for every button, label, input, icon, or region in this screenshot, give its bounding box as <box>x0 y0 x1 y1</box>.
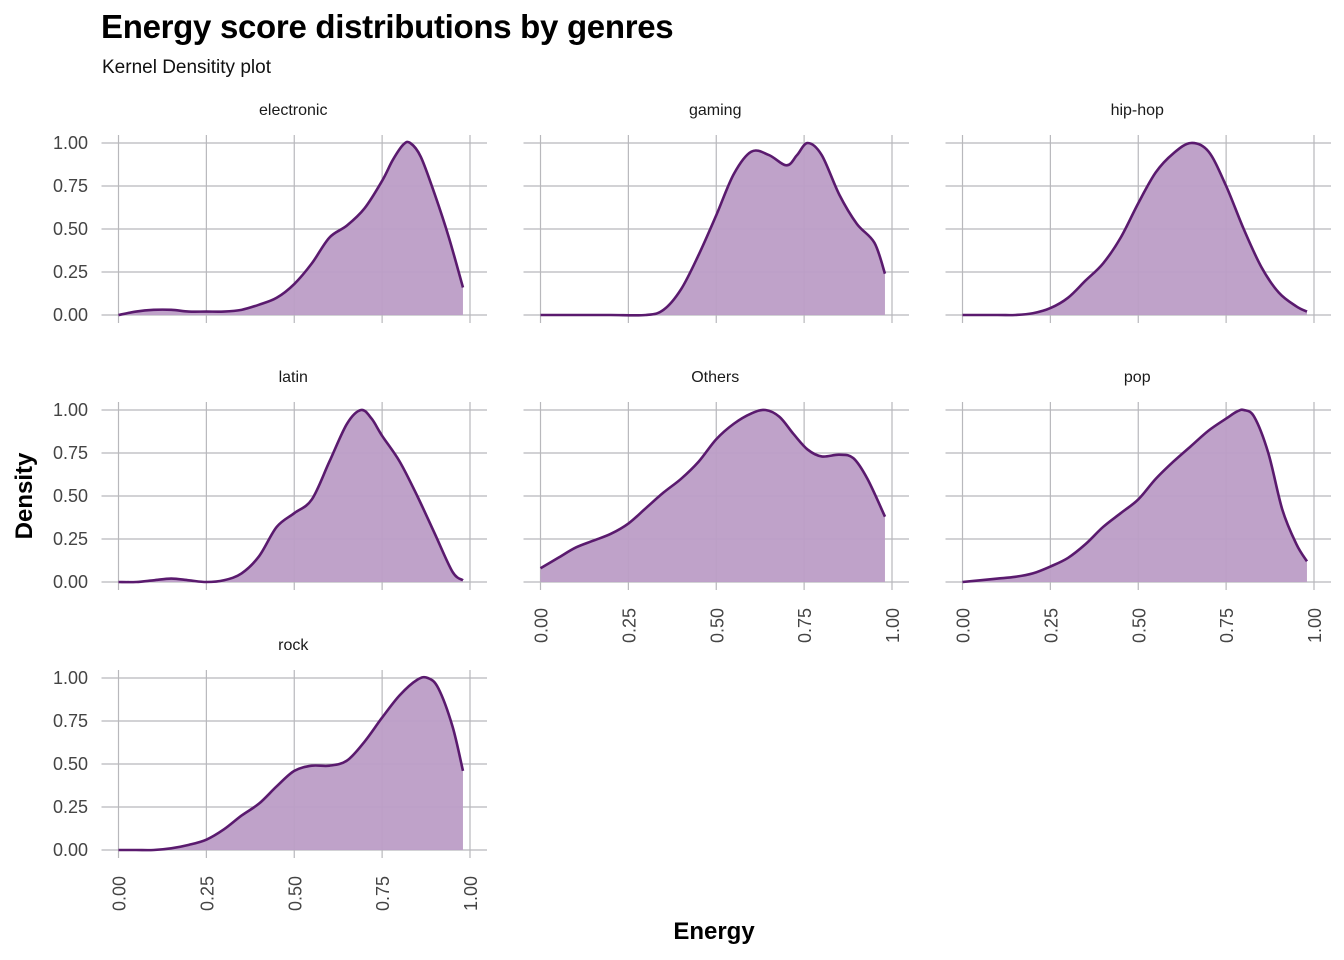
chart-title: Energy score distributions by genres <box>101 8 674 45</box>
y-tick-label: 0.00 <box>53 840 88 860</box>
chart-subtitle: Kernel Densitity plot <box>102 57 271 78</box>
density-area-hip-hop <box>962 142 1307 316</box>
facet-label-Others: Others <box>691 369 739 386</box>
facet-label-pop: pop <box>1124 369 1151 386</box>
x-axis-title: Energy <box>673 918 755 945</box>
y-tick-label: 0.00 <box>53 572 88 592</box>
x-tick-label: 0.75 <box>373 876 393 911</box>
y-axis-title: Density <box>11 452 38 539</box>
y-tick-label: 1.00 <box>53 400 88 420</box>
x-tick-label: 0.00 <box>954 608 974 643</box>
x-tick-label: 0.75 <box>795 608 815 643</box>
density-area-electronic <box>118 141 463 315</box>
density-line-rock <box>118 675 465 852</box>
density-area-gaming <box>540 143 885 316</box>
x-tick-label: 0.50 <box>1129 608 1149 643</box>
x-tick-label: 1.00 <box>883 608 903 643</box>
x-tick-label: 0.25 <box>197 876 217 911</box>
y-tick-label: 1.00 <box>53 668 88 688</box>
x-tick-label: 0.00 <box>532 608 552 643</box>
density-area-rock <box>118 677 463 851</box>
density-area-latin <box>118 409 463 583</box>
density-area-Others <box>540 409 885 582</box>
density-line-latin <box>118 408 464 584</box>
y-tick-label: 0.00 <box>53 305 88 325</box>
density-line-electronic <box>118 140 465 317</box>
x-tick-label: 0.50 <box>285 876 305 911</box>
facet-label-electronic: electronic <box>259 102 327 119</box>
y-tick-label: 0.50 <box>53 754 88 774</box>
facet-label-hip-hop: hip-hop <box>1111 102 1164 119</box>
y-tick-label: 0.25 <box>53 529 88 549</box>
x-tick-label: 0.25 <box>1041 608 1061 643</box>
facet-label-latin: latin <box>279 369 308 386</box>
facet-label-rock: rock <box>278 637 309 654</box>
y-tick-label: 0.25 <box>53 262 88 282</box>
density-line-Others <box>539 408 887 570</box>
density-line-hip-hop <box>962 141 1308 317</box>
x-tick-label: 0.50 <box>707 608 727 643</box>
y-tick-label: 0.75 <box>53 711 88 731</box>
y-tick-label: 0.50 <box>53 486 88 506</box>
density-line-pop <box>962 408 1309 584</box>
y-tick-label: 1.00 <box>53 133 88 153</box>
y-tick-label: 0.75 <box>53 176 88 196</box>
facet-label-gaming: gaming <box>689 102 741 119</box>
y-tick-label: 0.25 <box>53 797 88 817</box>
density-line-gaming <box>540 141 887 317</box>
x-tick-label: 1.00 <box>461 876 481 911</box>
density-area-pop <box>962 409 1307 582</box>
x-tick-label: 0.25 <box>619 608 639 643</box>
x-tick-label: 0.00 <box>110 876 130 911</box>
y-tick-label: 0.75 <box>53 443 88 463</box>
x-tick-label: 1.00 <box>1305 608 1325 643</box>
x-tick-label: 0.75 <box>1217 608 1237 643</box>
y-tick-label: 0.50 <box>53 219 88 239</box>
